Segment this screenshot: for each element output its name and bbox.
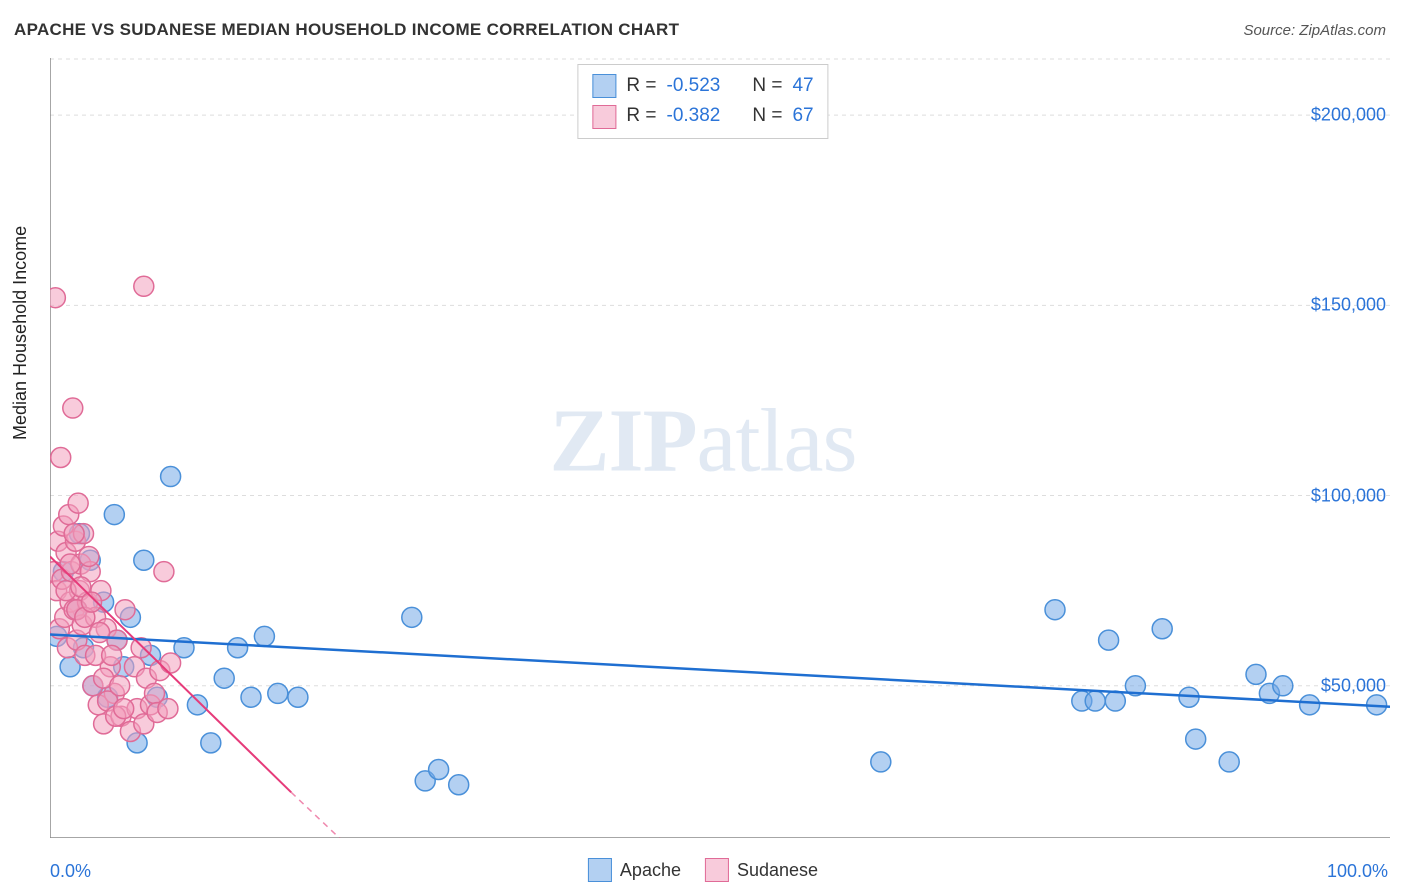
legend-r-label: R = xyxy=(626,101,656,131)
series-legend-label: Sudanese xyxy=(737,860,818,881)
y-axis-label: Median Household Income xyxy=(10,226,31,440)
y-tick: $200,000 xyxy=(1311,105,1386,126)
legend-row: R = -0.382 N = 67 xyxy=(592,101,813,131)
legend-n-label: N = xyxy=(752,71,782,101)
correlation-legend: R = -0.523 N = 47 R = -0.382 N = 67 xyxy=(577,64,828,139)
y-tick: $100,000 xyxy=(1311,485,1386,506)
plot-area xyxy=(50,58,1390,838)
series-legend-item: Apache xyxy=(588,858,681,882)
source-attribution: Source: ZipAtlas.com xyxy=(1243,22,1386,39)
y-tick: $50,000 xyxy=(1321,675,1386,696)
legend-swatch xyxy=(592,74,616,98)
legend-swatch xyxy=(588,858,612,882)
legend-r-value: -0.382 xyxy=(666,101,720,131)
legend-n-label: N = xyxy=(752,101,782,131)
chart-title: APACHE VS SUDANESE MEDIAN HOUSEHOLD INCO… xyxy=(14,20,679,40)
legend-n-value: 47 xyxy=(792,71,813,101)
y-tick: $150,000 xyxy=(1311,295,1386,316)
x-axis-min-label: 0.0% xyxy=(50,861,91,882)
series-legend-label: Apache xyxy=(620,860,681,881)
x-axis-max-label: 100.0% xyxy=(1327,861,1388,882)
legend-row: R = -0.523 N = 47 xyxy=(592,71,813,101)
legend-r-label: R = xyxy=(626,71,656,101)
chart-container: APACHE VS SUDANESE MEDIAN HOUSEHOLD INCO… xyxy=(0,0,1406,892)
legend-n-value: 67 xyxy=(792,101,813,131)
series-legend-item: Sudanese xyxy=(705,858,818,882)
legend-swatch xyxy=(705,858,729,882)
legend-r-value: -0.523 xyxy=(666,71,720,101)
series-legend: Apache Sudanese xyxy=(588,858,818,882)
legend-swatch xyxy=(592,105,616,129)
